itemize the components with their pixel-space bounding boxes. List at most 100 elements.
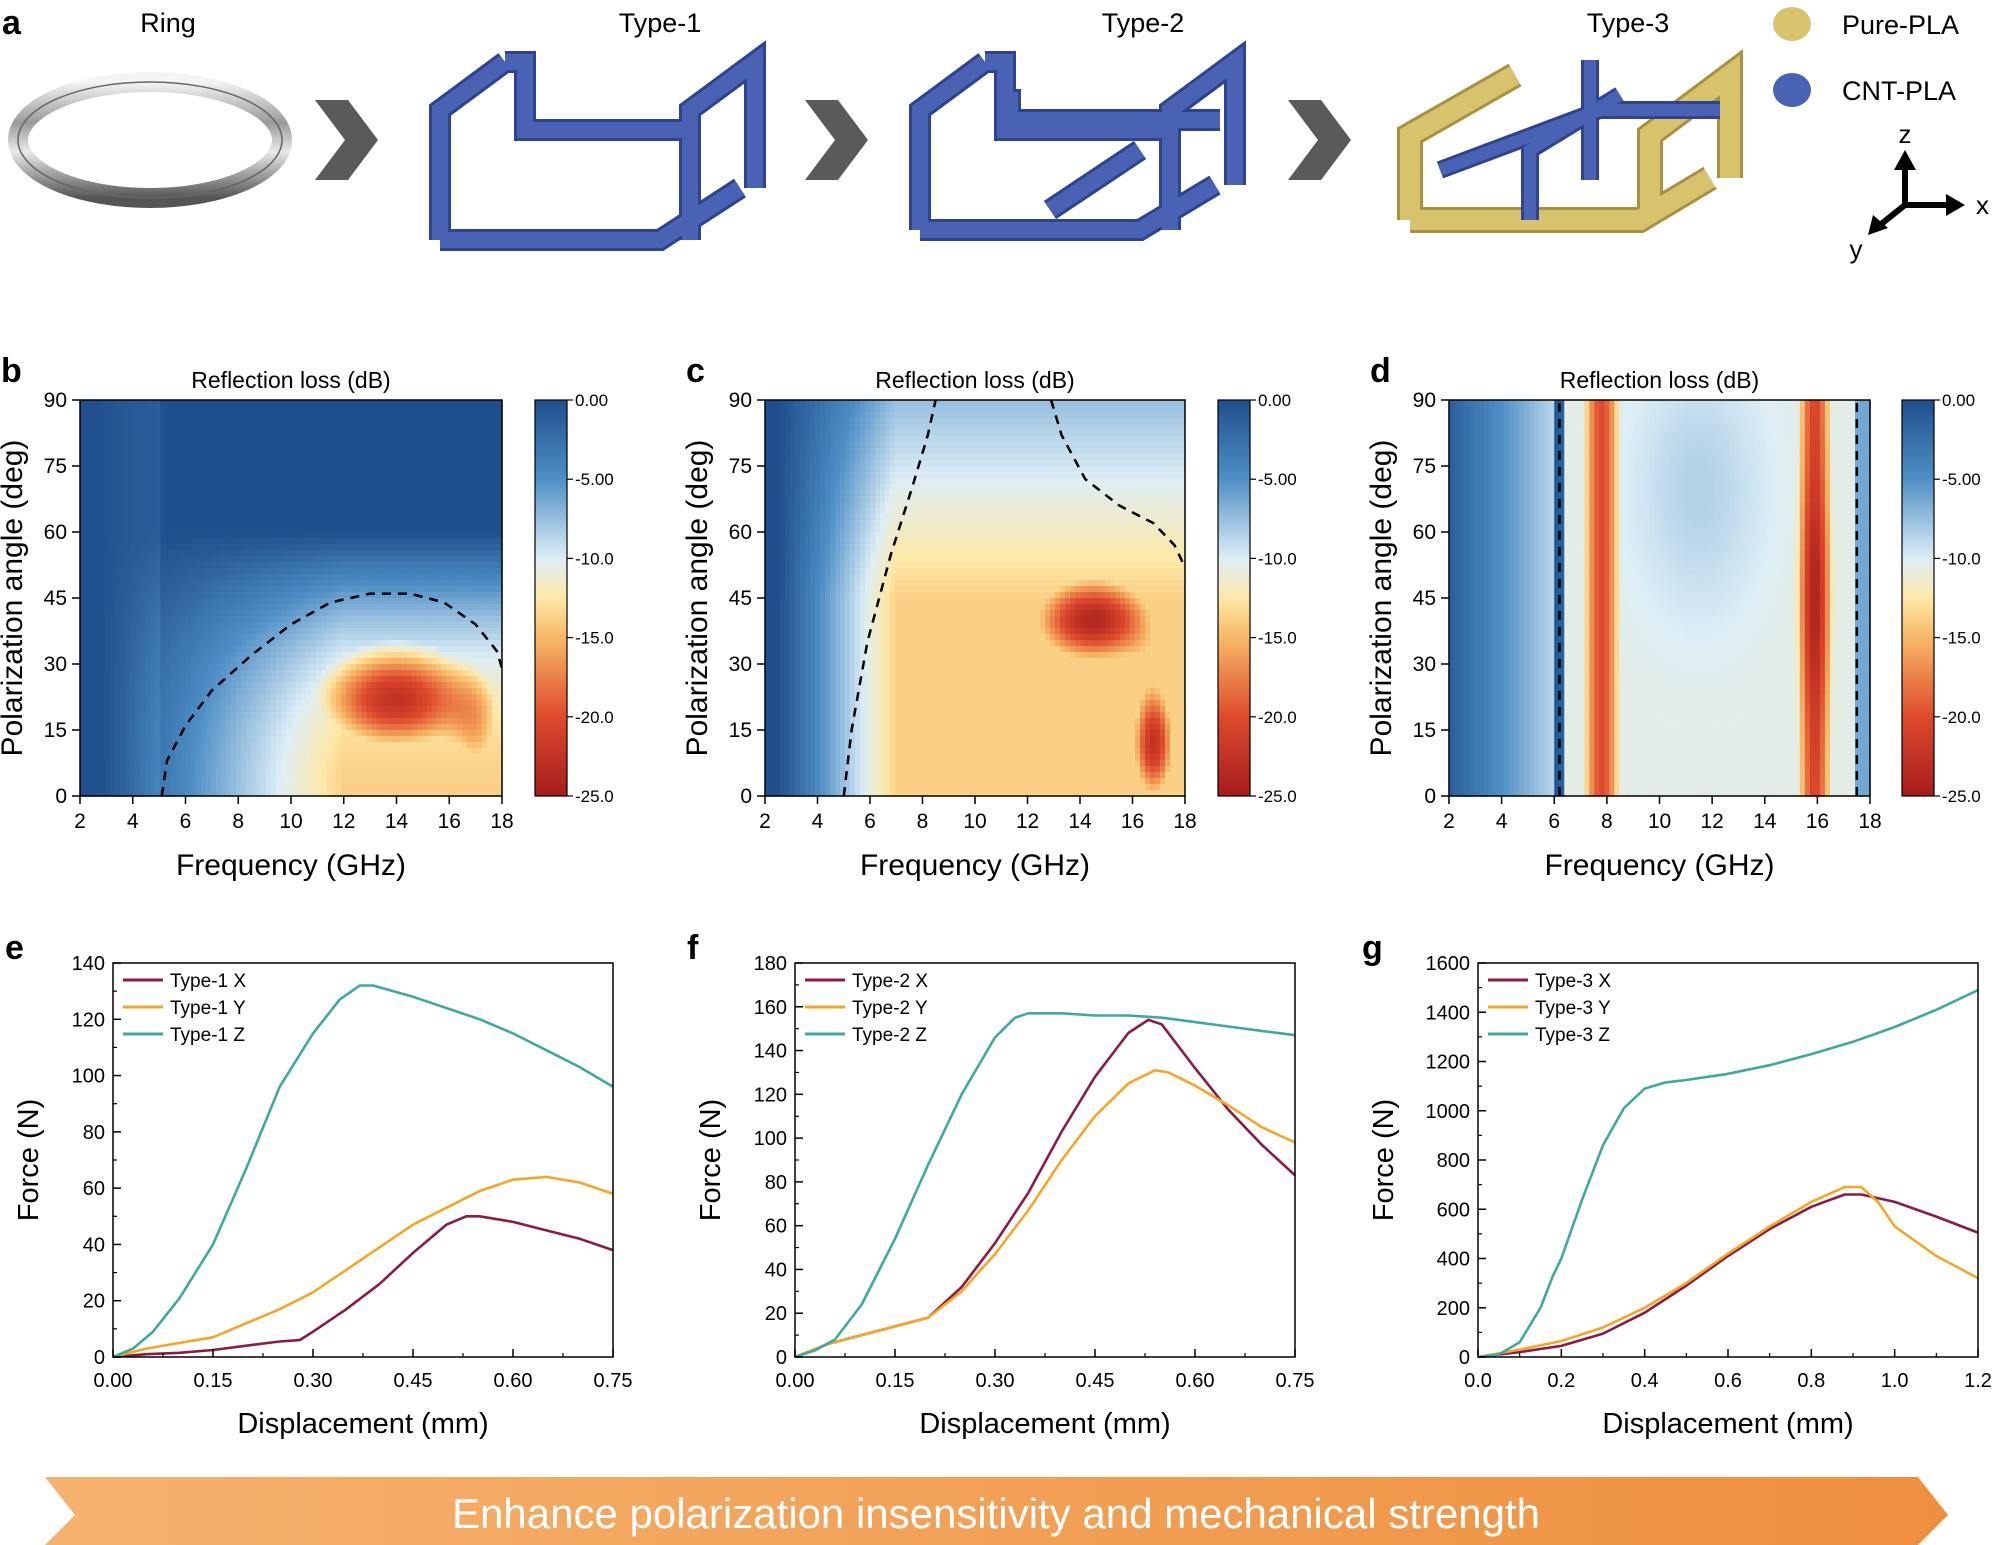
- heatmap-cell: [250, 616, 257, 623]
- heatmap-cell: [331, 598, 337, 605]
- heatmap-cell: [396, 448, 403, 455]
- heatmap-cell: [311, 592, 317, 599]
- heatmap-cell: [150, 730, 156, 737]
- heatmap-cell: [100, 670, 106, 677]
- heatmap-cell: [225, 556, 232, 563]
- heatmap-cell: [441, 592, 448, 599]
- heatmap-cell: [316, 748, 322, 755]
- heatmap-cell: [245, 736, 252, 743]
- heatmap-cell: [406, 592, 413, 599]
- heatmap-cell: [371, 622, 377, 629]
- heatmap-cell: [205, 484, 212, 491]
- heatmap-cell: [270, 562, 277, 569]
- heatmap-cell: [90, 688, 96, 695]
- heatmap-cell: [160, 580, 166, 587]
- heatmap-cell: [180, 754, 187, 761]
- heatmap-cell: [265, 484, 272, 491]
- heatmap-cell: [321, 496, 327, 503]
- heatmap-cell: [130, 574, 136, 581]
- heatmap-cell: [150, 502, 156, 509]
- heatmap-cell: [210, 550, 217, 557]
- heatmap-cell: [431, 466, 438, 473]
- heatmap-cell: [441, 532, 448, 539]
- heatmap-cell: [381, 742, 388, 749]
- heatmap-cell: [406, 670, 413, 677]
- heatmap-cell: [376, 772, 383, 779]
- heatmap-cell: [426, 418, 433, 425]
- heatmap-cell: [175, 502, 182, 509]
- heatmap-cell: [205, 400, 212, 407]
- heatmap-cell: [160, 454, 166, 461]
- heatmap-cell: [285, 538, 292, 545]
- heatmap-cell: [95, 454, 101, 461]
- heatmap-cell: [255, 664, 262, 671]
- heatmap-cell: [90, 550, 96, 557]
- heatmap-cell: [240, 610, 247, 617]
- heatmap-cell: [230, 568, 237, 575]
- heatmap-cell: [125, 748, 131, 755]
- heatmap-cell: [130, 478, 136, 485]
- heatmap-cell: [185, 550, 192, 557]
- heatmap-cell: [346, 574, 352, 581]
- heatmap-cell: [321, 532, 327, 539]
- heatmap-cell: [175, 652, 182, 659]
- heatmap-cell: [250, 706, 257, 713]
- heatmap-cell: [451, 568, 458, 575]
- heatmap-cell: [361, 586, 367, 593]
- heatmap-cell: [376, 598, 383, 605]
- heatmap-cell: [436, 550, 443, 557]
- heatmap-cell: [145, 568, 151, 575]
- heatmap-cell: [376, 412, 383, 419]
- heatmap-cell: [130, 454, 136, 461]
- heatmap-cell: [285, 730, 292, 737]
- heatmap-cell: [135, 766, 141, 773]
- heatmap-cell: [321, 478, 327, 485]
- heatmap-cell: [225, 790, 232, 797]
- heatmap-cell: [230, 766, 237, 773]
- heatmap-cell: [406, 604, 413, 611]
- heatmap-cell: [180, 526, 187, 533]
- heatmap-cell: [80, 730, 86, 737]
- heatmap-cell: [436, 772, 443, 779]
- heatmap-cell: [180, 490, 187, 497]
- heatmap-cell: [130, 640, 136, 647]
- heatmap-cell: [431, 568, 438, 575]
- heatmap-cell: [326, 460, 332, 467]
- heatmap-cell: [291, 688, 297, 695]
- heatmap-cell: [306, 472, 312, 479]
- heatmap-cell: [351, 604, 357, 611]
- heatmap-cell: [220, 682, 227, 689]
- heatmap-cell: [361, 448, 367, 455]
- heatmap-cell: [205, 640, 212, 647]
- heatmap-cell: [361, 766, 367, 773]
- heatmap-cell: [80, 694, 86, 701]
- heatmap-cell: [225, 544, 232, 551]
- heatmap-cell: [446, 670, 453, 677]
- heatmap-cell: [291, 574, 297, 581]
- heatmap-cell: [135, 676, 141, 683]
- heatmap-cell: [421, 436, 428, 443]
- heatmap-cell: [225, 646, 232, 653]
- heatmap-cell: [285, 736, 292, 743]
- heatmap-cell: [291, 496, 297, 503]
- heatmap-cell: [331, 688, 337, 695]
- heatmap-cell: [341, 652, 347, 659]
- heatmap-cell: [441, 562, 448, 569]
- heatmap-cell: [120, 682, 126, 689]
- heatmap-cell: [331, 634, 337, 641]
- heatmap-cell: [150, 544, 156, 551]
- heatmap-cell: [311, 718, 317, 725]
- heatmap-cell: [240, 454, 247, 461]
- heatmap-cell: [265, 778, 272, 785]
- heatmap-cell: [451, 694, 458, 701]
- heatmap-cell: [265, 790, 272, 797]
- heatmap-cell: [105, 712, 111, 719]
- heatmap-cell: [210, 760, 217, 767]
- heatmap-cell: [150, 628, 156, 635]
- heatmap-cell: [180, 676, 187, 683]
- heatmap-cell: [336, 574, 342, 581]
- heatmap-cell: [245, 646, 252, 653]
- heatmap-cell: [331, 784, 337, 791]
- heatmap-cell: [351, 562, 357, 569]
- heatmap-cell: [306, 700, 312, 707]
